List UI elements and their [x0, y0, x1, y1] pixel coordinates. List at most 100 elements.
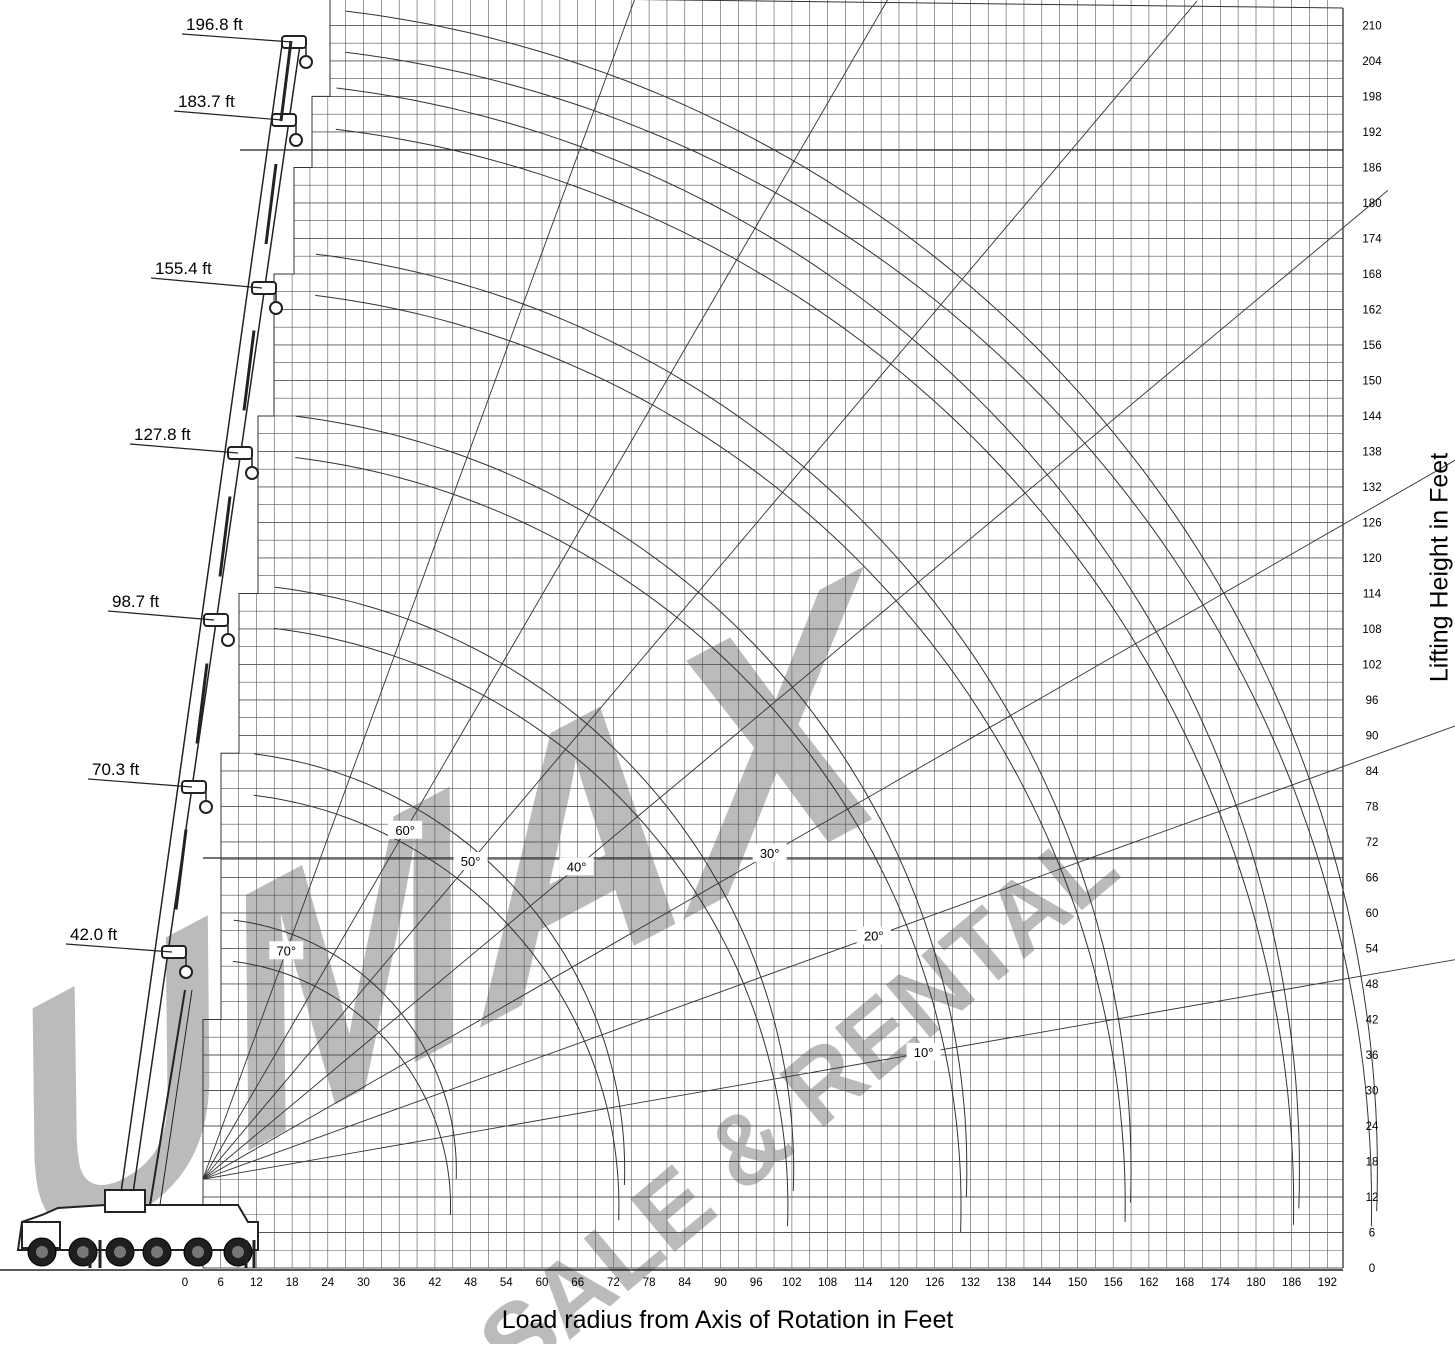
wheel-hub — [151, 1246, 163, 1258]
boom-length-label: 70.3 ft — [92, 760, 140, 779]
hook-block — [289, 133, 303, 147]
x-tick-label: 102 — [782, 1277, 801, 1289]
boom-length-leader — [173, 110, 283, 121]
boom-head — [251, 281, 277, 295]
boom-head — [281, 35, 307, 49]
boom-angle-line — [202, 725, 1455, 1180]
boom-angle-label: 50° — [461, 854, 481, 869]
wheel-hub — [232, 1246, 244, 1258]
x-tick-label: 120 — [889, 1277, 908, 1289]
boom-angle-label: 40° — [567, 859, 587, 874]
y-tick-label: 120 — [1362, 553, 1381, 565]
y-tick-label: 150 — [1362, 375, 1381, 387]
boom-length-arc — [295, 415, 968, 1197]
x-tick-label: 144 — [1032, 1277, 1052, 1289]
y-tick-label: 162 — [1362, 304, 1381, 316]
boom-length-arc — [295, 457, 962, 1233]
y-tick-label: 174 — [1362, 233, 1382, 245]
y-tick-label: 138 — [1362, 446, 1381, 458]
operator-cab — [104, 1189, 146, 1213]
y-axis-title: Lifting Height in Feet — [1425, 452, 1454, 683]
y-tick-label: 210 — [1362, 20, 1381, 32]
boom-length-label: 42.0 ft — [70, 925, 118, 944]
boom-length-leader — [181, 33, 293, 43]
wheel-hub — [114, 1246, 126, 1258]
boom-length-leader — [65, 943, 173, 953]
axis-ticks: 0 6 12 18 24 30 36 42 48 54 60 66 72 78 84 90 96 102 108 11… — [182, 20, 1382, 1289]
x-tick-label: 36 — [393, 1277, 406, 1289]
x-tick-label: 156 — [1104, 1277, 1123, 1289]
y-tick-label: 180 — [1362, 198, 1381, 210]
boom-angle-line — [202, 190, 1389, 1180]
y-tick-label: 168 — [1362, 269, 1381, 281]
boom-length-label: 196.8 ft — [186, 15, 243, 34]
y-tick-label: 108 — [1362, 624, 1381, 636]
y-tick-label: 24 — [1366, 1121, 1379, 1133]
wheel-hub — [36, 1246, 48, 1258]
x-tick-label: 0 — [182, 1277, 188, 1289]
hook-block — [179, 965, 193, 979]
y-tick-label: 60 — [1366, 908, 1379, 920]
x-tick-label: 162 — [1139, 1277, 1158, 1289]
x-tick-label: 60 — [536, 1277, 549, 1289]
y-tick-label: 204 — [1362, 56, 1382, 68]
x-tick-label: 180 — [1246, 1277, 1265, 1289]
boom-length-leader — [87, 778, 193, 788]
angle-label-bg — [906, 1042, 941, 1061]
x-tick-label: 12 — [250, 1277, 263, 1289]
boom-head — [161, 945, 187, 959]
luffing-cylinder — [149, 989, 186, 1206]
boom-length-arc — [345, 10, 1378, 1212]
hook-block — [299, 55, 313, 69]
boom-length-arc — [232, 960, 451, 1215]
boom-length-leader — [129, 443, 239, 454]
x-tick-label: 186 — [1282, 1277, 1301, 1289]
x-tick-label: 42 — [429, 1277, 442, 1289]
boom-length-label: 98.7 ft — [112, 592, 160, 611]
boom-angle-line — [202, 0, 1198, 1180]
x-tick-label: 54 — [500, 1277, 513, 1289]
boom-section — [174, 829, 188, 910]
boom-length-label: 183.7 ft — [178, 92, 235, 111]
boom-length-arc — [336, 87, 1300, 1209]
x-axis-title: Load radius from Axis of Rotation in Fee… — [501, 1306, 954, 1334]
x-tick-label: 30 — [357, 1277, 370, 1289]
angle-label-bg — [559, 857, 594, 876]
luffing-cylinder — [159, 989, 193, 1206]
y-tick-label: 6 — [1369, 1227, 1375, 1239]
boom-length-arc — [254, 753, 626, 1186]
boom-angle-labels: 70° 60° 50° 40° 30° 20° 10° — [269, 820, 941, 1061]
angle-label-bg — [856, 926, 891, 945]
boom-head — [271, 113, 297, 127]
x-tick-label: 174 — [1211, 1277, 1231, 1289]
wheel-hub — [192, 1246, 204, 1258]
crane-illustration — [16, 35, 313, 1268]
hook-block — [245, 466, 259, 480]
boom-length-arc — [274, 627, 789, 1227]
x-tick-label: 192 — [1318, 1277, 1337, 1289]
y-tick-label: 96 — [1366, 695, 1379, 707]
y-tick-label: 186 — [1362, 162, 1381, 174]
boom-length-leader — [150, 277, 263, 289]
boom-length-arc — [253, 794, 620, 1221]
y-tick-label: 102 — [1362, 659, 1381, 671]
x-tick-label: 48 — [464, 1277, 477, 1289]
boom-edge — [119, 44, 283, 1201]
boom-section — [279, 40, 293, 122]
angle-label-bg — [453, 851, 488, 870]
boom-section — [195, 663, 209, 744]
y-tick-label: 36 — [1366, 1050, 1379, 1062]
x-tick-label: 132 — [961, 1277, 980, 1289]
boom-angle-line — [202, 0, 635, 1180]
boom-angle-label: 70° — [276, 943, 296, 958]
boom-length-label: 155.4 ft — [155, 259, 212, 278]
y-tick-label: 156 — [1362, 340, 1381, 352]
y-tick-label: 42 — [1366, 1014, 1379, 1026]
boom-length-arc — [335, 128, 1295, 1225]
boom-head — [203, 613, 229, 627]
boom-length-arc — [233, 919, 457, 1180]
y-tick-label: 48 — [1366, 979, 1379, 991]
x-tick-label: 138 — [997, 1277, 1016, 1289]
boom-section — [218, 496, 232, 577]
